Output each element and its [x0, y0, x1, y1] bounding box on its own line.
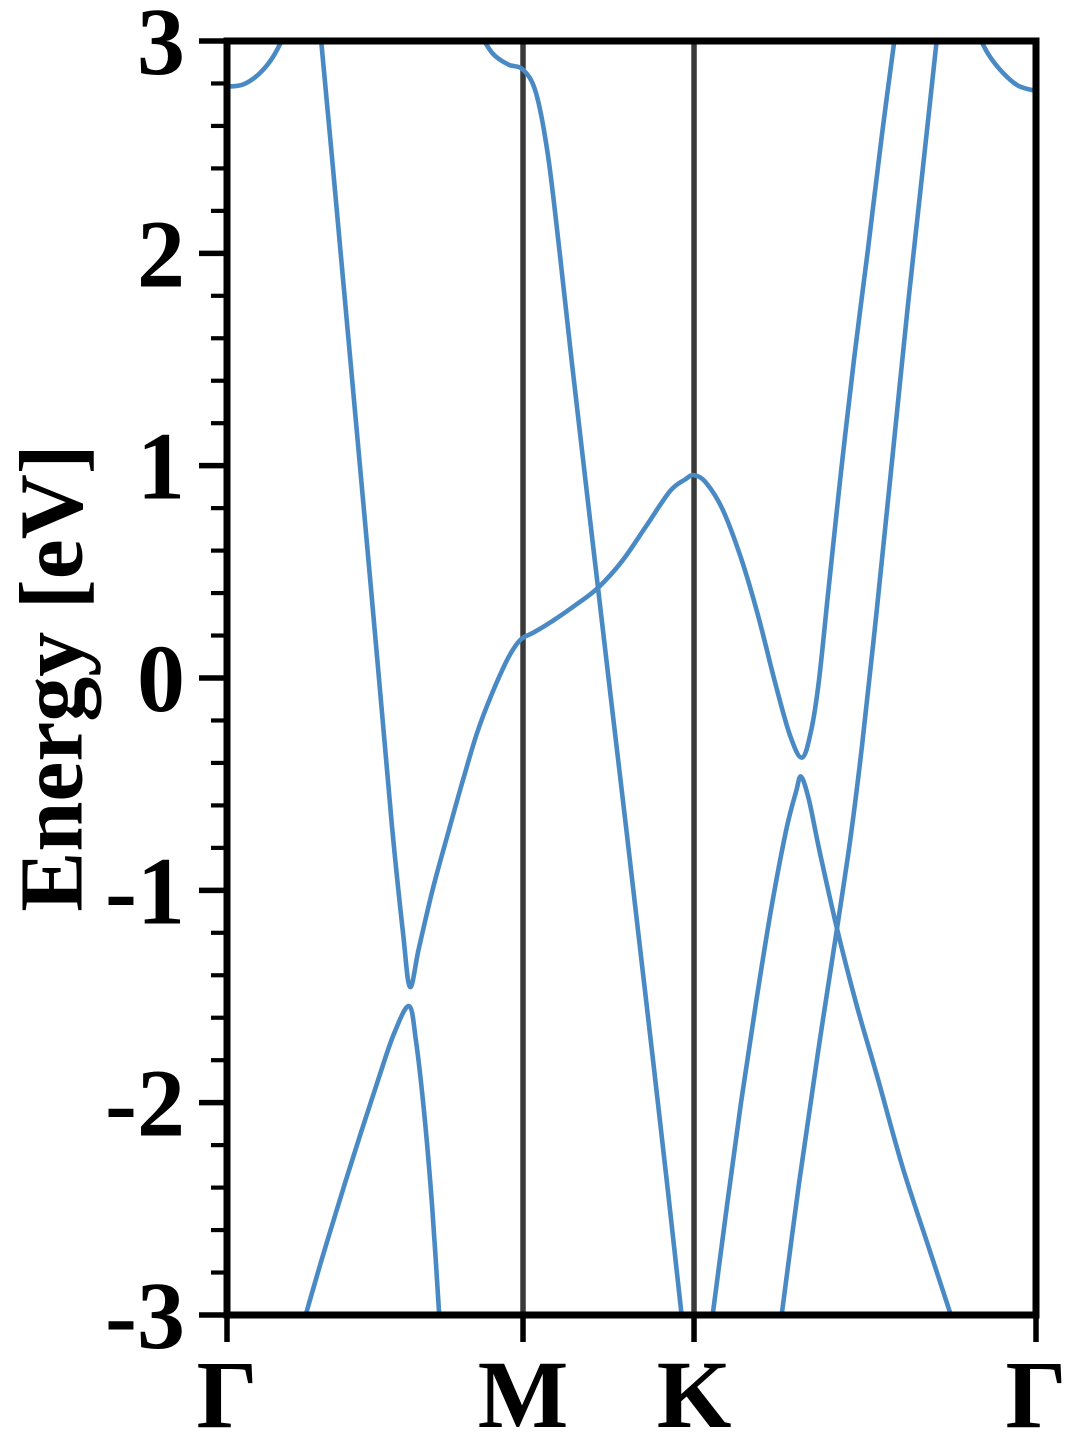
- band-lower-lambda-K-gamma: [710, 774, 954, 1315]
- x-tick-label-m: M: [478, 1341, 569, 1440]
- y-tick-label: -3: [105, 1262, 185, 1369]
- band-steep-from-M-top: [481, 41, 684, 1315]
- x-tick-label-γ: Γ: [196, 1341, 257, 1440]
- y-tick-label: 0: [137, 625, 185, 732]
- y-tick-label: -2: [105, 1050, 185, 1157]
- y-axis-label: Energy [eV]: [2, 444, 102, 912]
- x-tick-label-γ: Γ: [1005, 1341, 1066, 1440]
- y-tick-label: 1: [137, 413, 185, 520]
- band-gamma-right-corner: [978, 41, 1036, 94]
- band-upper-main: [318, 41, 897, 990]
- band-lower-lambda-gamma-M: [303, 1003, 442, 1315]
- y-tick-label: 2: [137, 200, 185, 307]
- y-tick-label: 3: [137, 0, 185, 95]
- y-tick-label: -1: [105, 837, 185, 944]
- x-tick-label-k: K: [657, 1341, 732, 1440]
- band-gamma-left-corner: [227, 41, 285, 89]
- band-ascending-K-gamma: [779, 41, 939, 1315]
